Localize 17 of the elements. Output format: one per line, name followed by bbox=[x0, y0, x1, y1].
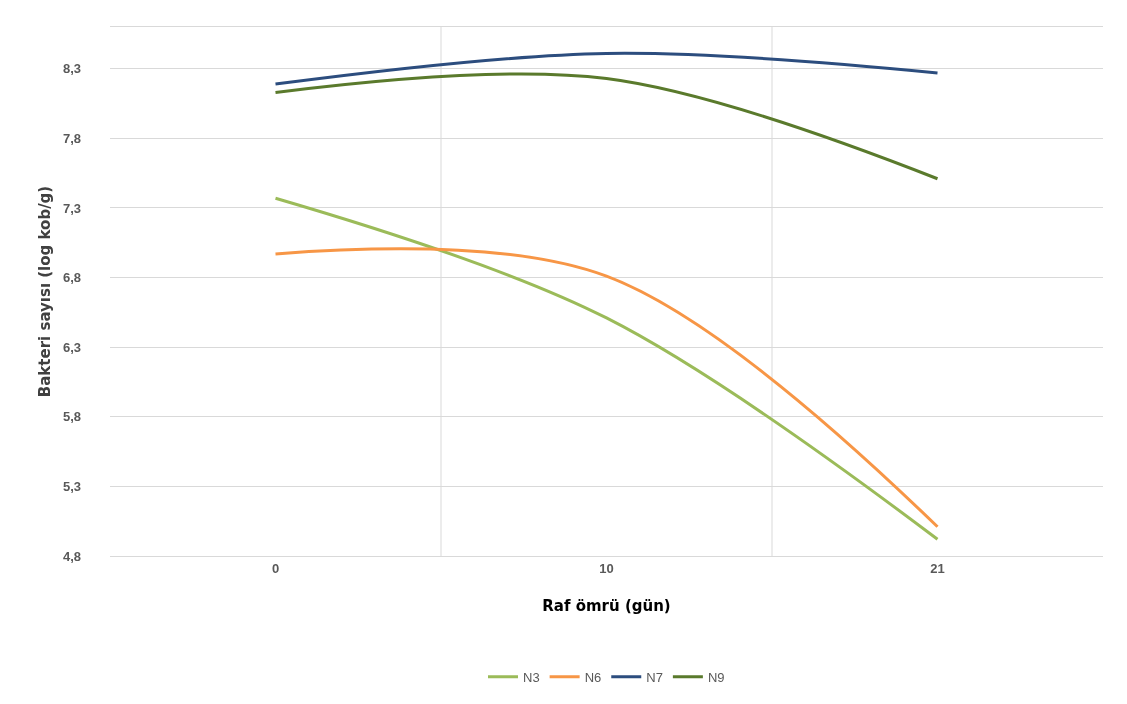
y-tick-label: 4,8 bbox=[62, 548, 81, 564]
y-tick-label: 6,3 bbox=[62, 339, 81, 355]
legend-label: N3 bbox=[523, 669, 540, 685]
y-tick-label: 6,8 bbox=[62, 270, 81, 286]
x-tick-label: 10 bbox=[599, 560, 614, 576]
x-tick-label: 0 bbox=[271, 560, 280, 576]
legend-label: N9 bbox=[707, 669, 725, 685]
x-axis-title: Raf ömrü (gün) bbox=[542, 597, 671, 615]
x-tick-label: 21 bbox=[930, 560, 945, 576]
y-axis-title: Bakteri sayısı (log kob/g) bbox=[36, 185, 55, 398]
legend-label: N6 bbox=[584, 669, 602, 685]
y-tick-label: 5,3 bbox=[62, 478, 81, 494]
legend-label: N7 bbox=[646, 669, 663, 685]
y-tick-label: 7,8 bbox=[62, 130, 81, 146]
y-tick-label: 5,8 bbox=[62, 409, 81, 425]
y-tick-label: 7,3 bbox=[62, 200, 81, 216]
y-tick-label: 8,3 bbox=[62, 61, 81, 77]
